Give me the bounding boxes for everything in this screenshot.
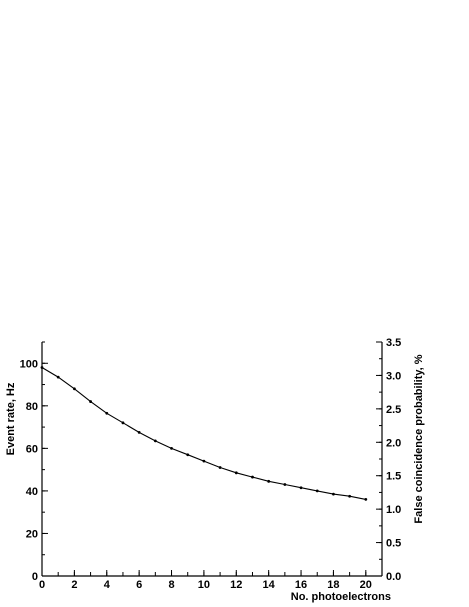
chart-axes: [41, 342, 383, 577]
data-point: [153, 439, 157, 443]
y-axis-title: Event rate, Hz: [5, 382, 17, 455]
x-tick-label: 14: [263, 579, 276, 591]
y-tick-label: 40: [26, 486, 38, 498]
y2-tick-label: 1.0: [386, 504, 401, 516]
chart-ticks: 0 2 4 6 8 10 12 14 16 18 20 0 20 40 60 80 100 0.0 0.5 1.0 1.…: [20, 337, 402, 591]
y-tick-label: 20: [26, 528, 38, 540]
data-point: [72, 387, 76, 391]
data-point: [267, 479, 271, 483]
data-point: [218, 466, 222, 469]
data-point: [105, 411, 109, 415]
data-point: [121, 421, 125, 425]
x-tick-label: 10: [198, 579, 210, 591]
x-tick-label: 0: [39, 579, 45, 591]
data-point: [299, 486, 303, 490]
data-point: [364, 498, 368, 501]
y2-tick-label: 3.0: [386, 370, 401, 382]
data-point: [56, 375, 60, 379]
data-point: [186, 453, 190, 457]
y2-tick-label: 0.5: [386, 538, 401, 550]
data-point: [348, 494, 352, 498]
chart-series: [40, 366, 368, 501]
y-tick-label: 0: [32, 571, 38, 583]
x-tick-label: 18: [327, 579, 339, 591]
data-point: [137, 431, 141, 434]
x-tick-label: 8: [168, 579, 174, 591]
y2-tick-label: 2.0: [386, 437, 401, 449]
data-point: [170, 446, 173, 450]
y2-tick-label: 0.0: [386, 571, 401, 583]
x-tick-label: 16: [295, 579, 307, 591]
x-tick-label: 2: [71, 579, 77, 591]
data-point: [89, 400, 92, 403]
y2-tick-label: 1.5: [386, 471, 401, 483]
data-point: [202, 459, 206, 463]
x-tick-label: 4: [104, 579, 111, 591]
y2-axis-title: False coincidence probability, %: [413, 354, 425, 523]
data-point: [40, 366, 44, 369]
series-line: [41, 367, 366, 500]
y-tick-label: 100: [20, 358, 38, 370]
y2-tick-label: 3.5: [386, 337, 401, 349]
x-tick-label: 12: [230, 579, 242, 591]
data-point: [332, 492, 335, 496]
data-point: [315, 489, 319, 493]
y-tick-label: 80: [26, 401, 38, 413]
y-tick-label: 60: [26, 443, 38, 455]
x-tick-label: 6: [136, 579, 142, 591]
data-point: [234, 471, 238, 475]
data-point: [251, 475, 254, 479]
x-tick-label: 20: [360, 579, 372, 591]
y2-tick-label: 2.5: [386, 404, 401, 416]
data-point: [283, 483, 287, 486]
x-axis-title: No. photoelectrons: [291, 591, 391, 603]
